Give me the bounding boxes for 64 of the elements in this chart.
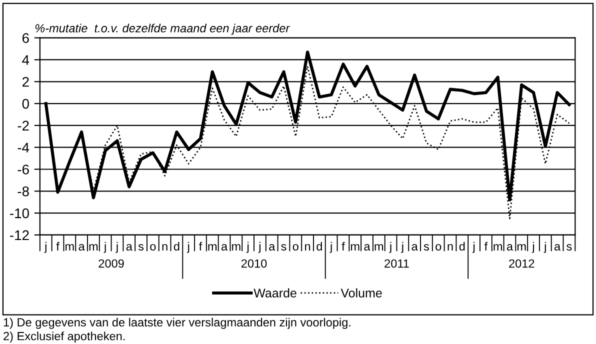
y-tick-label: -2 xyxy=(18,120,29,130)
y-tick-label: 6 xyxy=(22,33,29,44)
x-tick-label: a xyxy=(126,244,132,251)
x-tick-label: n xyxy=(162,244,168,250)
text: 2) Exclusief apotheken. xyxy=(4,332,125,343)
y-tick-label: -4 xyxy=(18,142,30,152)
text: 2009 xyxy=(98,259,124,268)
x-tick-label: j xyxy=(187,242,190,253)
y-tick-label: -12 xyxy=(10,230,29,240)
x-tick-label: d xyxy=(174,242,180,251)
x-tick-label: a xyxy=(222,244,228,251)
x-tick-label: a xyxy=(506,244,514,251)
x-tick-label: s xyxy=(566,244,572,251)
x-tick-label: n xyxy=(305,244,310,250)
x-tick-label: j xyxy=(401,242,404,253)
text: 2011 xyxy=(384,259,409,268)
y-tick-label: 2 xyxy=(22,76,29,87)
y-tick-label: 0 xyxy=(22,98,29,109)
x-tick-label: j xyxy=(330,242,332,253)
x-tick-label: m xyxy=(374,244,384,250)
x-tick-label: s xyxy=(424,244,429,251)
x-tick-label: o xyxy=(150,244,156,251)
x-tick-label: m xyxy=(350,244,360,250)
text: 1) De gegevens van de laatste vier verslagmaanden zijn voorlopig. xyxy=(4,318,350,329)
x-tick-label: m xyxy=(66,244,74,250)
y-tick-label: 4 xyxy=(22,55,30,65)
x-tick-label: s xyxy=(281,244,286,251)
x-tick-label: j xyxy=(246,242,249,253)
x-tick-label: j xyxy=(44,242,46,253)
x-tick-label: j xyxy=(104,242,106,253)
x-tick-label: m xyxy=(89,244,98,250)
x-tick-label: o xyxy=(436,244,442,251)
x-tick-label: j xyxy=(258,242,260,253)
legend-label: Waarde xyxy=(254,288,296,298)
x-tick-label: j xyxy=(544,242,546,253)
x-tick-label: a xyxy=(412,244,418,251)
x-tick-label: m xyxy=(517,244,526,250)
x-tick-label: a xyxy=(554,244,561,251)
x-tick-label: d xyxy=(459,242,465,251)
chart-title: %-mutatie t.o.v. dezelfde maand een jaar eerder xyxy=(35,24,290,35)
x-tick-label: m xyxy=(232,244,240,250)
legend-label: Volume xyxy=(340,288,382,298)
x-tick-label: m xyxy=(208,244,217,250)
x-tick-label: f xyxy=(342,242,345,250)
x-tick-label: j xyxy=(389,242,392,253)
x-tick-label: m xyxy=(494,244,502,250)
x-tick-label: o xyxy=(292,244,298,251)
y-tick-label: -8 xyxy=(18,186,29,196)
text: 2010 xyxy=(241,259,267,268)
x-tick-label: s xyxy=(138,244,144,251)
x-tick-label: a xyxy=(364,244,370,251)
text: 2012 xyxy=(509,259,534,268)
x-tick-label: f xyxy=(56,242,60,250)
x-tick-label: a xyxy=(78,244,85,251)
y-tick-label: -10 xyxy=(10,208,29,218)
x-tick-label: n xyxy=(448,244,453,250)
x-tick-label: d xyxy=(316,242,322,251)
x-tick-label: f xyxy=(199,242,202,250)
y-tick-label: -6 xyxy=(18,164,29,174)
x-tick-label: a xyxy=(269,244,276,251)
x-tick-label: j xyxy=(116,242,118,253)
x-tick-label: j xyxy=(532,242,534,253)
x-tick-label: f xyxy=(484,242,488,250)
x-tick-label: j xyxy=(472,242,475,253)
